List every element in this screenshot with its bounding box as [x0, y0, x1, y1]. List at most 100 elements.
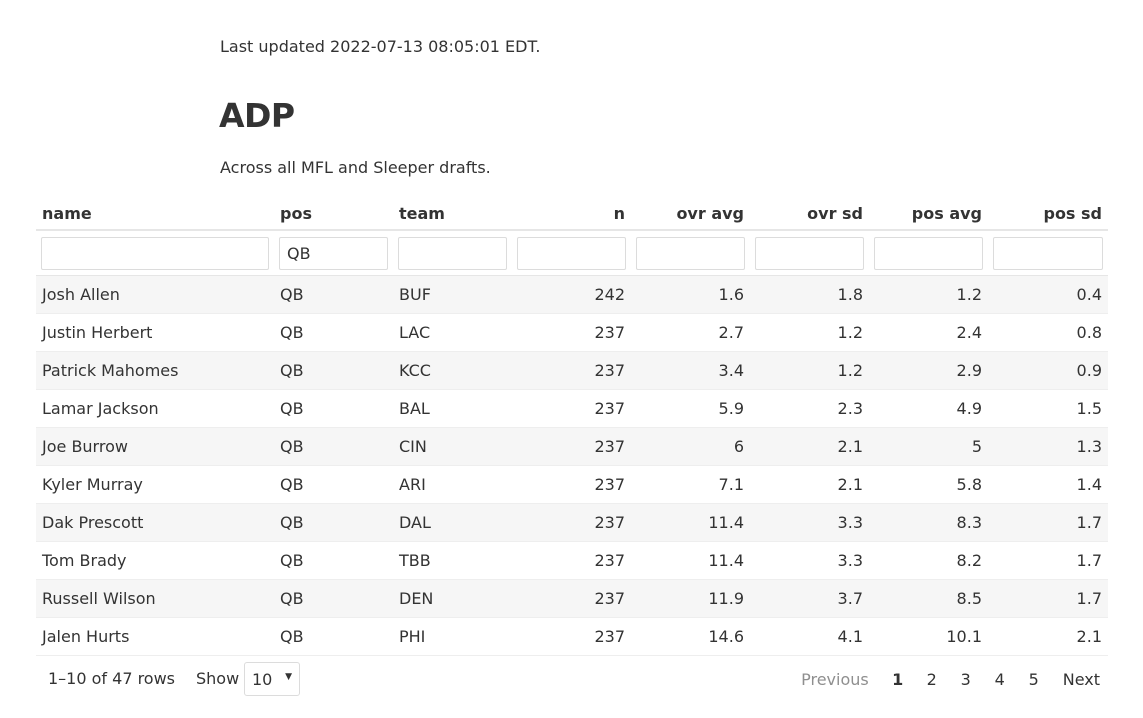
table-row: Kyler Murray QB ARI 237 7.1 2.1 5.8 1.4: [36, 465, 1108, 504]
cell-n: 237: [512, 389, 631, 428]
previous-page-button[interactable]: Previous: [801, 669, 869, 689]
cell-pos: QB: [274, 313, 393, 352]
table-row: Jalen Hurts QB PHI 237 14.6 4.1 10.1 2.1: [36, 617, 1108, 656]
filter-input-ovr-sd[interactable]: [755, 236, 864, 270]
page-size-value: 10: [252, 670, 273, 689]
table-row: Tom Brady QB TBB 237 11.4 3.3 8.2 1.7: [36, 541, 1108, 580]
cell-ovr-avg: 11.4: [631, 503, 750, 542]
page-button-5[interactable]: 5: [1028, 669, 1039, 689]
cell-ovr-sd: 2.3: [750, 389, 869, 428]
cell-pos: QB: [274, 579, 393, 618]
column-header-ovr-avg[interactable]: ovr avg: [631, 198, 750, 231]
cell-ovr-sd: 1.2: [750, 351, 869, 390]
table-row: Patrick Mahomes QB KCC 237 3.4 1.2 2.9 0.9: [36, 351, 1108, 390]
cell-n: 237: [512, 427, 631, 466]
cell-pos-sd: 1.4: [988, 465, 1108, 504]
filter-input-pos-avg[interactable]: [874, 236, 983, 270]
cell-n: 237: [512, 465, 631, 504]
cell-pos: QB: [274, 617, 393, 656]
cell-pos: QB: [274, 275, 393, 314]
table-header-row: name pos team n ovr avg ovr sd pos avg p…: [36, 198, 1108, 231]
cell-pos-avg: 2.9: [869, 351, 988, 390]
cell-ovr-sd: 3.7: [750, 579, 869, 618]
cell-ovr-sd: 2.1: [750, 427, 869, 466]
page-button-1[interactable]: 1: [892, 669, 904, 689]
filter-input-name[interactable]: [41, 236, 269, 270]
cell-pos-sd: 0.4: [988, 275, 1108, 314]
cell-pos-avg: 10.1: [869, 617, 988, 656]
cell-team: ARI: [393, 465, 512, 504]
cell-pos: QB: [274, 389, 393, 428]
column-header-n[interactable]: n: [512, 198, 631, 231]
filter-input-ovr-avg[interactable]: [636, 236, 745, 270]
cell-pos-avg: 5: [869, 427, 988, 466]
cell-ovr-avg: 11.9: [631, 579, 750, 618]
column-header-pos-avg[interactable]: pos avg: [869, 198, 988, 231]
cell-pos-avg: 1.2: [869, 275, 988, 314]
filter-row: [36, 230, 1108, 276]
cell-name: Josh Allen: [36, 275, 274, 314]
cell-name: Joe Burrow: [36, 427, 274, 466]
cell-ovr-sd: 1.2: [750, 313, 869, 352]
cell-pos-avg: 8.2: [869, 541, 988, 580]
page-info: 1–10 of 47 rows: [48, 669, 176, 688]
cell-ovr-avg: 2.7: [631, 313, 750, 352]
adp-table: name pos team n ovr avg ovr sd pos avg p…: [36, 198, 1108, 656]
cell-pos-sd: 1.5: [988, 389, 1108, 428]
filter-input-pos[interactable]: [279, 236, 388, 270]
cell-team: DAL: [393, 503, 512, 542]
table-row: Justin Herbert QB LAC 237 2.7 1.2 2.4 0.8: [36, 313, 1108, 352]
cell-pos-sd: 1.7: [988, 541, 1108, 580]
page-size-label: Show: [196, 669, 240, 688]
cell-pos-sd: 1.7: [988, 579, 1108, 618]
cell-pos-sd: 2.1: [988, 617, 1108, 656]
cell-ovr-sd: 2.1: [750, 465, 869, 504]
filter-input-n[interactable]: [517, 236, 626, 270]
table-row: Lamar Jackson QB BAL 237 5.9 2.3 4.9 1.5: [36, 389, 1108, 428]
cell-ovr-avg: 7.1: [631, 465, 750, 504]
cell-team: KCC: [393, 351, 512, 390]
cell-pos-sd: 0.9: [988, 351, 1108, 390]
cell-team: PHI: [393, 617, 512, 656]
cell-ovr-avg: 6: [631, 427, 750, 466]
cell-team: BAL: [393, 389, 512, 428]
cell-pos-avg: 5.8: [869, 465, 988, 504]
column-header-pos-sd[interactable]: pos sd: [988, 198, 1108, 231]
cell-name: Justin Herbert: [36, 313, 274, 352]
cell-ovr-sd: 3.3: [750, 503, 869, 542]
page-button-3[interactable]: 3: [960, 669, 971, 689]
cell-pos: QB: [274, 503, 393, 542]
filter-input-pos-sd[interactable]: [993, 236, 1103, 270]
cell-pos-sd: 0.8: [988, 313, 1108, 352]
cell-pos-avg: 2.4: [869, 313, 988, 352]
column-header-pos[interactable]: pos: [274, 198, 393, 231]
cell-ovr-avg: 1.6: [631, 275, 750, 314]
cell-name: Patrick Mahomes: [36, 351, 274, 390]
cell-team: BUF: [393, 275, 512, 314]
cell-name: Russell Wilson: [36, 579, 274, 618]
caret-down-icon: ▼: [285, 672, 292, 682]
cell-pos-sd: 1.3: [988, 427, 1108, 466]
column-header-ovr-sd[interactable]: ovr sd: [750, 198, 869, 231]
page-button-2[interactable]: 2: [926, 669, 937, 689]
cell-n: 237: [512, 579, 631, 618]
cell-name: Kyler Murray: [36, 465, 274, 504]
next-page-button[interactable]: Next: [1062, 669, 1100, 689]
table-row: Russell Wilson QB DEN 237 11.9 3.7 8.5 1.7: [36, 579, 1108, 618]
cell-name: Tom Brady: [36, 541, 274, 580]
cell-n: 237: [512, 541, 631, 580]
cell-team: LAC: [393, 313, 512, 352]
filter-input-team[interactable]: [398, 236, 507, 270]
cell-name: Dak Prescott: [36, 503, 274, 542]
column-header-team[interactable]: team: [393, 198, 512, 231]
cell-ovr-avg: 3.4: [631, 351, 750, 390]
cell-name: Jalen Hurts: [36, 617, 274, 656]
table-row: Josh Allen QB BUF 242 1.6 1.8 1.2 0.4: [36, 275, 1108, 314]
column-header-name[interactable]: name: [36, 198, 274, 231]
page-size-select[interactable]: 10 ▼: [244, 662, 300, 696]
cell-pos: QB: [274, 351, 393, 390]
cell-ovr-avg: 11.4: [631, 541, 750, 580]
page-button-4[interactable]: 4: [994, 669, 1005, 689]
pager: Previous 1 2 3 4 5 Next: [789, 660, 1108, 698]
cell-pos-sd: 1.7: [988, 503, 1108, 542]
